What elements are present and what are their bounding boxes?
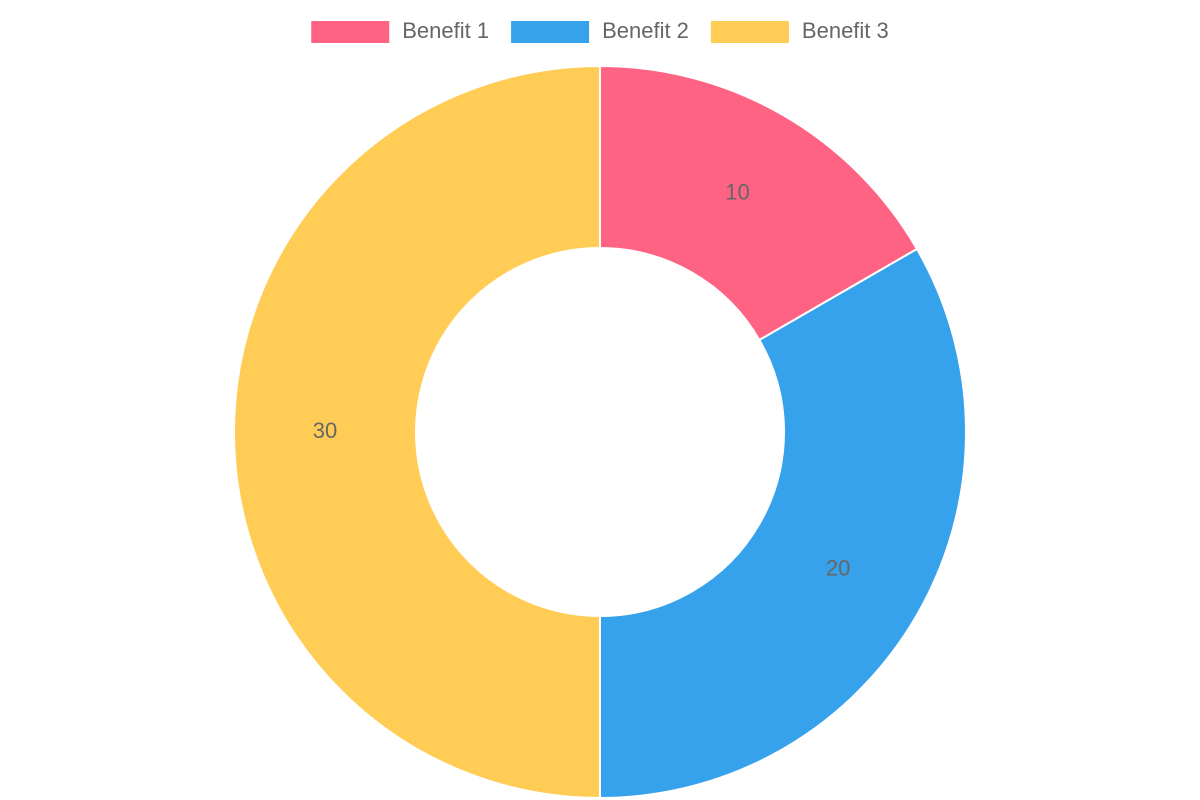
slice	[599, 64, 919, 342]
legend-label: Benefit 3	[802, 18, 889, 43]
data-label: 20	[826, 555, 850, 580]
legend-swatch	[511, 21, 590, 43]
slice	[233, 64, 601, 800]
legend: Benefit 1 Benefit 2 Benefit 3	[311, 18, 889, 43]
legend-swatch	[311, 21, 390, 43]
legend-label: Benefit 1	[402, 18, 489, 43]
data-label: 30	[313, 418, 337, 443]
legend-swatch	[710, 21, 789, 43]
slice	[599, 247, 967, 800]
data-label: 10	[725, 180, 749, 205]
legend-label: Benefit 2	[602, 18, 689, 43]
